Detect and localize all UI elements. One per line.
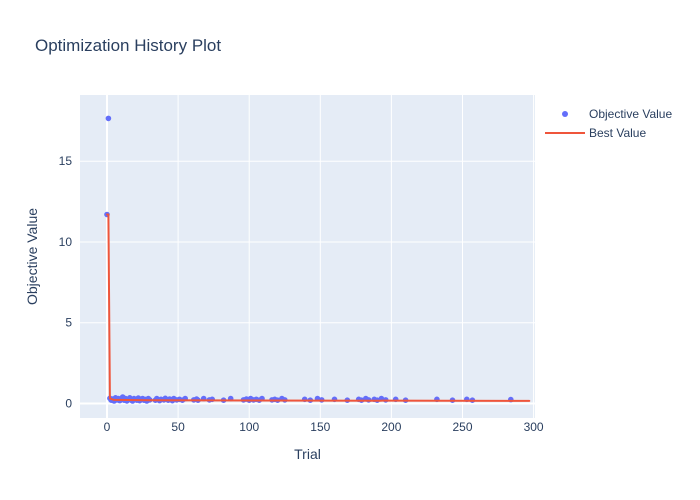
legend-item-best-value[interactable]: Best Value (545, 123, 672, 142)
x-tick-label: 200 (381, 420, 401, 434)
best-value-line (106, 213, 531, 402)
best-value-marker-line-icon (545, 127, 585, 139)
x-tick-label: 150 (310, 420, 330, 434)
x-tick-label: 300 (524, 420, 544, 434)
x-tick-label: 0 (104, 420, 111, 434)
legend-label: Best Value (589, 125, 647, 140)
y-tick-label: 0 (65, 396, 72, 410)
y-tick-label: 5 (65, 316, 72, 330)
objective-value-marker-dot-icon (545, 108, 585, 120)
y-tick-label: 10 (59, 235, 73, 249)
x-tick-label: 250 (452, 420, 472, 434)
chart-title: Optimization History Plot (35, 36, 221, 55)
x-tick-label: 50 (171, 420, 185, 434)
y-tick-label: 15 (59, 154, 73, 168)
x-tick-label: 100 (239, 420, 259, 434)
x-axis-title: Trial (294, 446, 321, 462)
legend-label: Objective Value (589, 106, 673, 121)
scatter-point (105, 115, 112, 122)
legend: Objective Value Best Value (545, 104, 672, 142)
legend-item-objective-value[interactable]: Objective Value (545, 104, 672, 123)
y-axis-title: Objective Value (24, 208, 40, 305)
plot-area[interactable]: 0 50 100 150 200 250 300 0 5 10 15 (59, 95, 544, 434)
plot-background[interactable] (80, 95, 535, 418)
